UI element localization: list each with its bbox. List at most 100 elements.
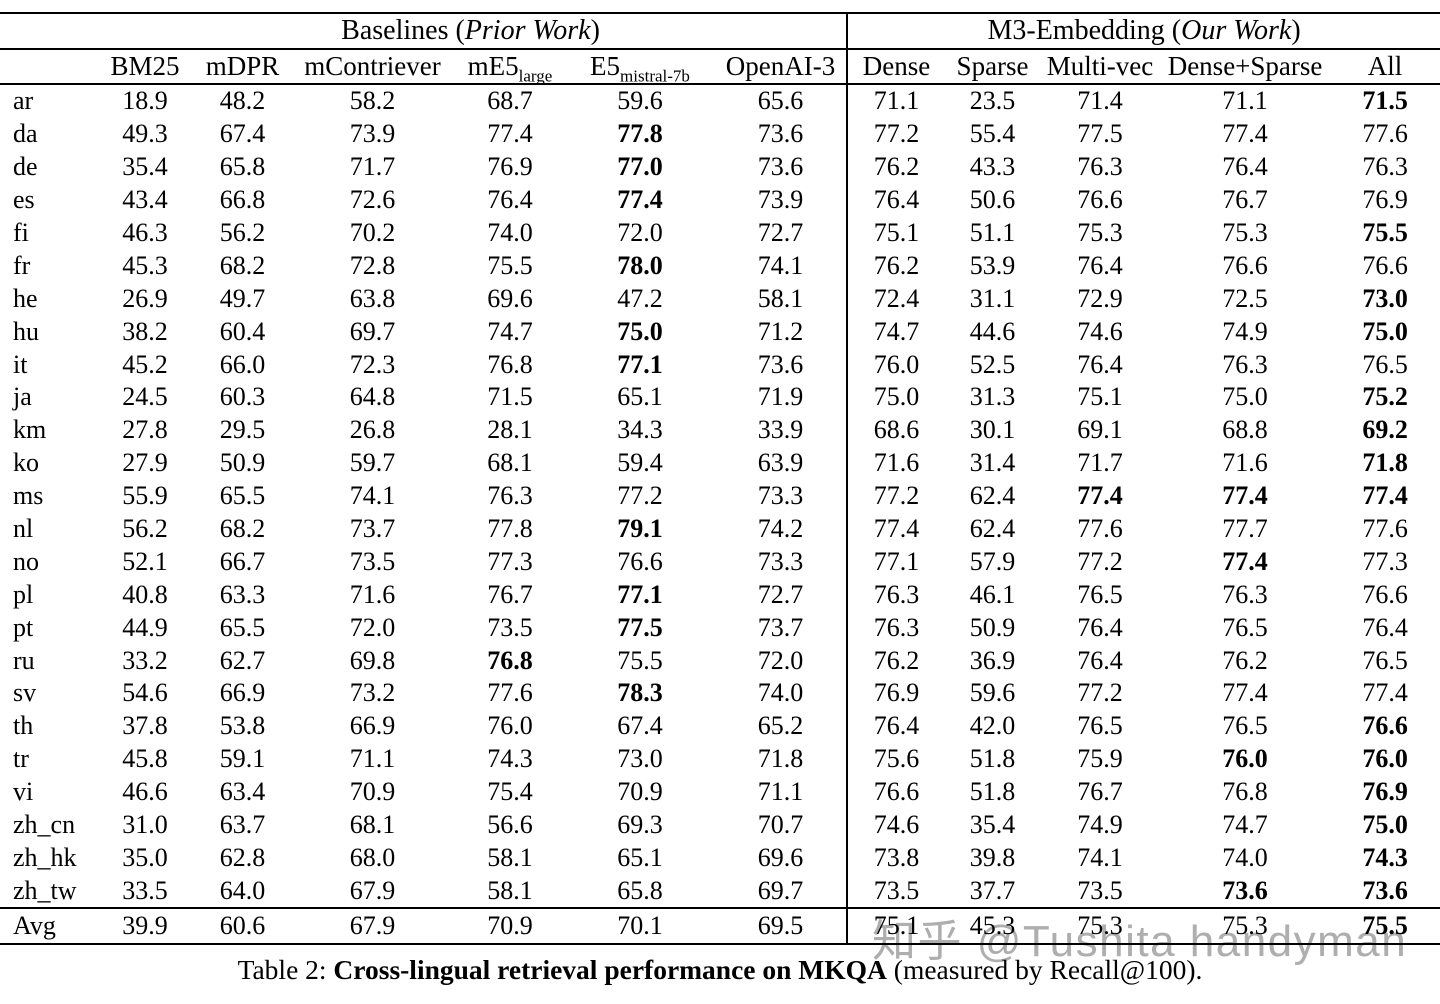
metric-cell: 77.4 [1222, 678, 1268, 708]
metric-cell: 53.9 [969, 250, 1016, 280]
metric-cell: 45.3 [122, 250, 168, 280]
metric-cell: 45.8 [122, 744, 168, 774]
metric-cell: 56.2 [122, 514, 168, 544]
metric-cell: 73.6 [757, 152, 804, 182]
metric-cell: 76.0 [1222, 744, 1268, 774]
metric-cell: 68.1 [487, 448, 533, 478]
me5-subscript: large [518, 66, 553, 86]
table-row-hu: hu 38.2 60.4 69.7 74.7 75.0 71.2 74.7 44.6 74.6 74… [0, 315, 1440, 349]
metric-cell: 72.7 [757, 579, 804, 609]
metric-cell: 77.1 [617, 579, 663, 609]
metric-cell: 76.3 [487, 481, 533, 511]
metric-cell: 77.0 [617, 152, 663, 182]
row-label: ms [13, 481, 44, 511]
metric-cell: 58.1 [487, 842, 533, 872]
metric-cell: 59.6 [617, 86, 663, 116]
metric-cell: 71.6 [1222, 448, 1268, 478]
metric-cell: 74.0 [757, 678, 804, 708]
metric-cell: 76.0 [1362, 744, 1408, 774]
metric-cell: 74.3 [1362, 842, 1408, 872]
metric-cell: 46.3 [122, 218, 168, 247]
metric-cell: 65.5 [219, 612, 266, 642]
table-row-zh_cn: zh_cn 31.0 63.7 68.1 56.6 69.3 70.7 74.6 35.4 74.… [0, 808, 1440, 842]
row-label: zh_cn [13, 810, 76, 840]
metric-cell: 75.3 [1077, 218, 1123, 247]
corner-cell [0, 13, 95, 50]
metric-cell: 64.8 [349, 382, 396, 412]
table-row-es: es 43.4 66.8 72.6 76.4 77.4 73.9 76.4 50.6 76.6 76… [0, 183, 1440, 217]
metric-cell: 45.3 [945, 907, 1041, 945]
metric-cell: 73.0 [617, 744, 663, 774]
metric-cell: 62.8 [219, 842, 266, 872]
metric-cell: 52.1 [122, 546, 168, 576]
metric-cell: 77.1 [617, 349, 663, 379]
metric-cell: 51.8 [969, 777, 1016, 807]
metric-cell: 71.8 [1362, 448, 1408, 478]
group-m3-suffix: ) [1291, 15, 1301, 46]
table-row-zh_hk: zh_hk 35.0 62.8 68.0 58.1 65.1 69.6 73.8 39.8 74.… [0, 841, 1440, 875]
metric-cell: 39.9 [95, 907, 195, 945]
table-row-zh_tw: zh_tw 33.5 64.0 67.9 58.1 65.8 69.7 73.5 37.7 73.… [0, 874, 1440, 909]
metric-cell: 69.8 [349, 645, 396, 675]
metric-cell: 57.9 [969, 546, 1016, 576]
metric-cell: 76.4 [1222, 152, 1268, 182]
table-row-fi: fi 46.3 56.2 70.2 74.0 72.0 72.7 75.1 51.1 75.3 75… [0, 216, 1440, 250]
column-header-multi-vec: Multi-vec [1040, 49, 1161, 85]
metric-cell: 73.7 [349, 514, 396, 544]
metric-cell: 75.4 [487, 777, 533, 807]
metric-cell: 39.8 [969, 842, 1016, 872]
metric-cell: 76.2 [1222, 645, 1268, 675]
table-row-fr: fr 45.3 68.2 72.8 75.5 78.0 74.1 76.2 53.9 76.4 76… [0, 249, 1440, 283]
column-header-bm25: BM25 [95, 49, 195, 85]
table-row-nl: nl 56.2 68.2 73.7 77.8 79.1 74.2 77.4 62.4 77.6 77… [0, 512, 1440, 546]
row-label: da [13, 119, 38, 149]
metric-cell: 76.4 [846, 709, 946, 743]
metric-cell: 76.9 [487, 152, 533, 182]
metric-cell: 73.3 [757, 546, 804, 576]
column-header-lang [0, 49, 95, 85]
metric-cell: 76.6 [617, 546, 663, 576]
metric-cell: 29.5 [219, 415, 266, 445]
metric-cell: 42.0 [969, 711, 1016, 741]
metric-cell: 77.5 [1077, 119, 1123, 149]
row-label: sv [13, 678, 37, 708]
results-table: Baselines (Prior Work) M3-Embedding (Our… [0, 12, 1440, 946]
row-label: fi [13, 218, 29, 247]
metric-cell: 75.5 [617, 645, 663, 675]
metric-cell: 66.0 [219, 349, 266, 379]
metric-cell: 77.6 [1077, 514, 1123, 544]
metric-cell: 76.4 [1077, 349, 1123, 379]
metric-cell: 27.9 [122, 448, 168, 478]
metric-cell: 70.9 [617, 777, 663, 807]
metric-cell: 74.2 [757, 514, 804, 544]
table-row-da: da 49.3 67.4 73.9 77.4 77.8 73.6 77.2 55.4 77.5 77… [0, 117, 1440, 151]
table-row-no: no 52.1 66.7 73.5 77.3 76.6 73.3 77.1 57.9 77.2 77… [0, 545, 1440, 579]
metric-cell: 72.4 [846, 282, 946, 316]
row-label: nl [13, 514, 34, 544]
metric-cell: 77.4 [487, 119, 533, 149]
metric-cell: 76.5 [1362, 349, 1408, 379]
metric-cell: 75.0 [846, 381, 946, 414]
metric-cell: 74.6 [1077, 316, 1123, 346]
metric-cell: 71.6 [349, 579, 396, 609]
metric-cell: 51.8 [969, 744, 1016, 774]
metric-cell: 76.9 [1362, 777, 1408, 807]
metric-cell: 75.3 [1160, 907, 1331, 945]
metric-cell: 77.2 [846, 479, 946, 513]
table-row-ja: ja 24.5 60.3 64.8 71.5 65.1 71.9 75.0 31.3 75.1 75… [0, 381, 1440, 414]
metric-cell: 71.7 [1077, 448, 1123, 478]
column-header-me5-large: mE5large [455, 49, 565, 86]
metric-cell: 65.1 [617, 382, 663, 412]
metric-cell: 31.1 [969, 283, 1016, 313]
metric-cell: 76.3 [846, 578, 946, 612]
row-label: ja [13, 382, 32, 412]
metric-cell: 70.7 [757, 810, 804, 840]
metric-cell: 75.5 [487, 250, 533, 280]
metric-cell: 31.3 [969, 382, 1016, 412]
metric-cell: 51.1 [969, 218, 1016, 247]
metric-cell: 74.1 [349, 481, 396, 511]
metric-cell: 73.6 [757, 349, 804, 379]
e5-main: E5 [590, 51, 621, 81]
row-label: Avg [0, 907, 95, 945]
column-header-dense: Dense [846, 49, 946, 85]
